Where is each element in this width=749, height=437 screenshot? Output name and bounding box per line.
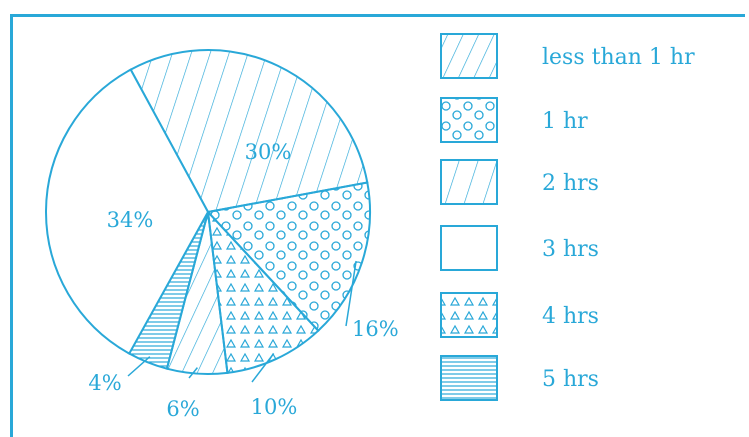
- legend-item-3-hrs: 3 hrs: [440, 225, 599, 271]
- legend-item-4-hrs: 4 hrs: [440, 292, 599, 338]
- legend-label: 2 hrs: [542, 171, 599, 196]
- legend-item-2-hrs: 2 hrs: [440, 159, 599, 205]
- legend-item-5-hrs: 5 hrs: [440, 355, 599, 401]
- legend-label: less than 1 hr: [542, 45, 695, 70]
- pie-slice-2-hrs: [129, 49, 369, 214]
- leader-line: [127, 356, 151, 377]
- legend-item-less-than-1-hr: less than 1 hr: [440, 33, 695, 79]
- pie-slice-4-hrs: [206, 209, 320, 374]
- chart-frame: [10, 14, 745, 437]
- slice-label-1-hr: 16%: [352, 317, 399, 341]
- legend-item-1-hr: 1 hr: [440, 97, 588, 143]
- legend-swatch: [440, 159, 498, 205]
- leader-line: [345, 260, 357, 327]
- legend-label: 3 hrs: [542, 237, 599, 262]
- legend: less than 1 hr 1 hr 2 hrs 3 hrs 4 hrs 5 hrs: [440, 33, 695, 401]
- legend-swatch: [440, 33, 498, 79]
- slice-label-3-hrs: 34%: [107, 208, 154, 232]
- slice-label-5-hrs: 4%: [88, 371, 121, 395]
- legend-label: 5 hrs: [542, 367, 599, 392]
- leader-line: [188, 367, 198, 379]
- legend-label: 4 hrs: [542, 304, 599, 329]
- pie-slice-1-hr: [206, 181, 371, 333]
- legend-swatch: [440, 292, 498, 338]
- slice-label-4-hrs: 10%: [251, 395, 298, 419]
- legend-swatch: [440, 225, 498, 271]
- legend-swatch: [440, 97, 498, 143]
- pie-slice-3-hrs: [45, 68, 210, 355]
- pie-slice-labels: 30% 34% 16% 10% 6% 4%: [88, 140, 398, 421]
- slice-label-2-hrs: 30%: [245, 140, 292, 164]
- leader-line: [251, 353, 275, 383]
- pie-slices: [45, 49, 371, 376]
- slice-label-less-than-1-hr: 6%: [166, 397, 199, 421]
- legend-swatch: [440, 355, 498, 401]
- legend-label: 1 hr: [542, 109, 588, 134]
